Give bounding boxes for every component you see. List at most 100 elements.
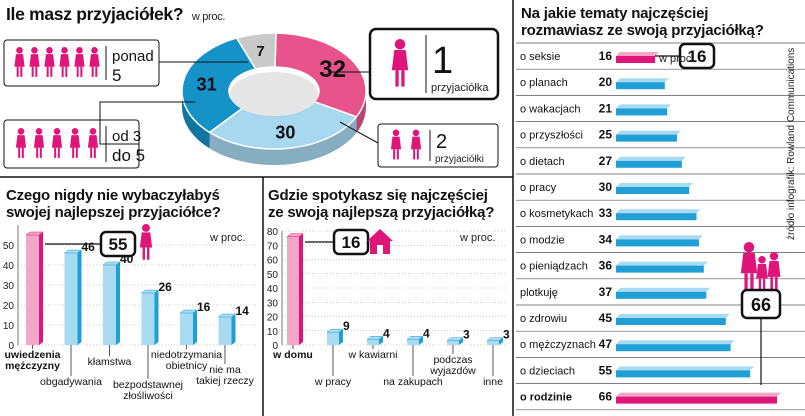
person-leg xyxy=(396,149,399,160)
topics-bar-top xyxy=(616,287,711,292)
person-leg xyxy=(35,66,38,77)
topics-value-label: 47 xyxy=(599,337,613,351)
person-leg xyxy=(91,66,94,77)
forgive-category-label: złośliwości xyxy=(123,390,173,402)
person-icon xyxy=(29,47,40,77)
person-head xyxy=(142,224,150,232)
person-leg xyxy=(16,66,19,77)
topics-value-label: 33 xyxy=(599,206,613,220)
topics-bar xyxy=(616,239,699,247)
person-leg xyxy=(65,66,68,77)
person-head xyxy=(53,128,61,135)
forgive-category-label: kłamstwa xyxy=(88,356,132,368)
person-leg xyxy=(72,147,75,158)
topics-row-11: o mężczyznach 47 xyxy=(516,330,805,352)
meet-unit: w proc. xyxy=(460,232,496,244)
meet-bar-3: 4 na zakupach xyxy=(383,326,443,388)
person-icon xyxy=(74,47,85,77)
forgive-bar-top xyxy=(140,289,160,294)
person-icon xyxy=(390,129,402,160)
person-leg xyxy=(75,147,78,158)
topics-row-5: o pracy 30 xyxy=(516,173,805,194)
meet-title-line-2: ze swoją najlepszą przyjaciółką? xyxy=(268,204,495,221)
person-head xyxy=(89,128,97,135)
meet-bar-side xyxy=(339,329,343,345)
meet-bar-face xyxy=(367,339,379,345)
topics-bar-top xyxy=(616,340,735,345)
person-body xyxy=(74,54,85,67)
legend-number: 1 xyxy=(432,40,453,82)
donut-slice-3 xyxy=(235,32,277,70)
topics-bar-top xyxy=(616,156,686,161)
person-body xyxy=(89,54,100,67)
topics-title-line-2: rozmawiasz ze swoją przyjaciółką? xyxy=(521,22,764,39)
badge-value: 16 xyxy=(688,47,707,66)
meet-value-label: 3 xyxy=(463,328,470,342)
person-body xyxy=(69,135,81,148)
badge-box xyxy=(99,230,137,258)
forgive-category-label: mężczyzny xyxy=(5,360,60,372)
forgive-bar-face xyxy=(26,235,39,345)
meet-tick-label: 50 xyxy=(267,270,279,281)
person-leg xyxy=(90,147,93,158)
friends-unit: w proc. xyxy=(191,11,226,23)
person-leg xyxy=(31,66,34,77)
topics-value-label: 66 xyxy=(599,390,613,404)
topics-category-label: o zdrowiu xyxy=(520,313,567,325)
person-icon xyxy=(69,128,81,158)
meet-bar-top xyxy=(366,336,384,340)
donut-value-label: 31 xyxy=(197,75,217,95)
person-leg xyxy=(20,66,23,77)
person-leg xyxy=(393,149,396,160)
person-leg xyxy=(395,70,399,87)
meet-title-line-1: Gdzie spotykasz się najczęściej xyxy=(268,187,488,204)
person-leg xyxy=(146,247,150,260)
topics-row-10: o zdrowiu 45 xyxy=(516,304,805,325)
person-leg xyxy=(76,66,79,77)
topics-category-label: o seksie xyxy=(520,51,560,63)
forgive-tick-label: 40 xyxy=(3,261,15,272)
person-head xyxy=(758,255,766,264)
topics-row-0: o seksie 16 xyxy=(516,42,805,63)
topics-title: Na jakie tematy najczęściej rozmawiasz z… xyxy=(521,5,764,39)
meet-category-label: na zakupach xyxy=(383,376,443,388)
house-icon xyxy=(367,229,393,254)
person-head xyxy=(71,128,79,135)
topics-row-1: o planach 20 xyxy=(516,68,805,90)
meet-category-label: wyjazdów xyxy=(429,365,476,377)
meet-title: Gdzie spotykasz się najczęściej ze swoją… xyxy=(268,187,494,221)
donut-side-2 xyxy=(182,91,210,149)
forgive-bar-top xyxy=(102,261,121,266)
meet-bar-face xyxy=(407,339,419,345)
topics-category-label: o kosmetykach xyxy=(520,208,593,220)
friends-title-text: Ile masz przyjaciółek? xyxy=(6,4,184,24)
forgive-value-label: 26 xyxy=(159,280,173,294)
topics-bar xyxy=(616,160,682,168)
person-icon xyxy=(87,128,99,158)
topics-title-line-1: Na jakie tematy najczęściej xyxy=(521,5,709,22)
badge-box xyxy=(332,228,370,256)
topics-bar-top xyxy=(616,104,672,109)
meet-tick-label: 60 xyxy=(267,256,279,267)
forgive-badge-person xyxy=(139,224,153,260)
topics-bar-top xyxy=(616,130,681,135)
meet-bar-2: 4 w kawiarni xyxy=(347,326,397,361)
forgive-bar-face xyxy=(103,265,116,345)
meet-bar-face xyxy=(487,340,499,345)
person-leg xyxy=(80,66,83,77)
meet-category-label: podczas xyxy=(433,354,472,366)
meet-bar-face xyxy=(287,236,299,345)
meet-bar-5: 3 inne xyxy=(483,328,510,388)
forgive-value-label: 14 xyxy=(236,304,250,318)
forgive-title-line-2: swojej najlepszej przyjaciółce? xyxy=(6,204,221,221)
topics-bar xyxy=(616,265,704,273)
friends-legend-2: od 3do 5 xyxy=(3,119,145,169)
person-icon xyxy=(391,39,409,87)
topics-bar xyxy=(616,344,731,352)
person-body xyxy=(29,54,40,67)
meet-value-label: 3 xyxy=(503,328,510,342)
